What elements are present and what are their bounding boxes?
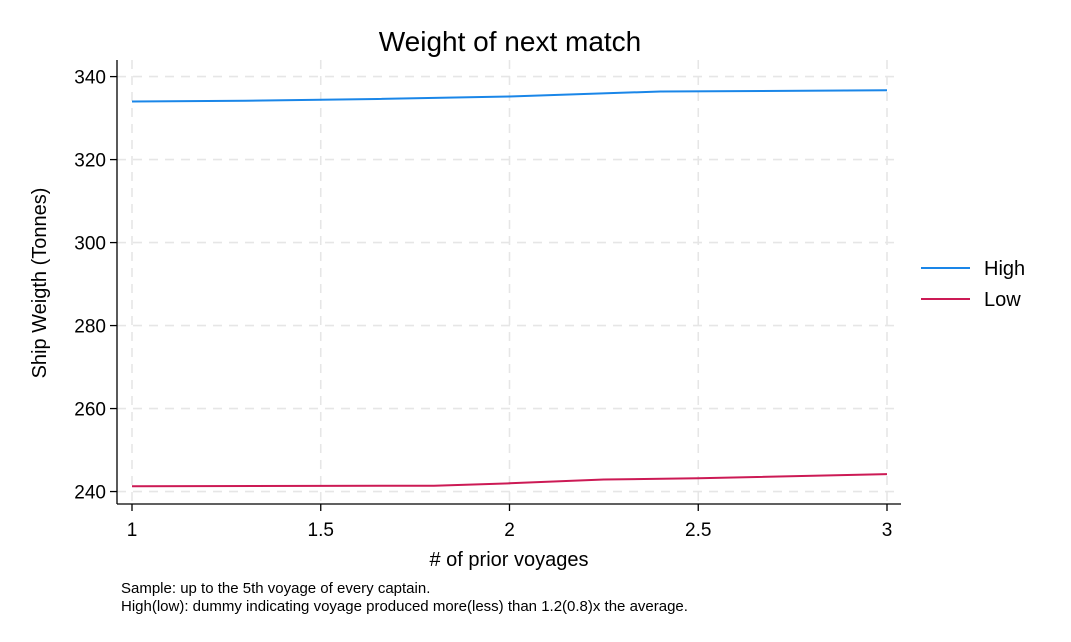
x-tick-label: 1.5 — [308, 520, 334, 541]
series-line-high — [131, 89, 888, 103]
x-tick-label: 2 — [504, 520, 515, 541]
x-axis-label: # of prior voyages — [430, 549, 589, 571]
legend-label-high: High — [984, 258, 1025, 280]
x-tick-label: 3 — [882, 520, 893, 541]
grid — [117, 60, 901, 504]
y-tick-label: 340 — [74, 68, 106, 89]
legend-label-low: Low — [984, 289, 1021, 311]
chart-title: Weight of next match — [379, 26, 642, 57]
plot-series — [131, 89, 888, 488]
x-tick-label: 2.5 — [685, 520, 711, 541]
y-tick-label: 260 — [74, 400, 106, 421]
y-tick-label: 280 — [74, 317, 106, 338]
y-axis-label: Ship Weigth (Tonnes) — [29, 188, 51, 379]
note-definition: High(low): dummy indicating voyage produ… — [121, 598, 688, 615]
series-line-low — [131, 473, 888, 488]
y-tick-label: 300 — [74, 234, 106, 255]
legend: High Low — [921, 258, 1025, 311]
y-tick-label: 320 — [74, 151, 106, 172]
x-tick-label: 1 — [127, 520, 138, 541]
note-sample: Sample: up to the 5th voyage of every ca… — [121, 580, 430, 597]
axis-ticks: 240 260 280 300 320 340 1 1.5 2 2.5 3 — [74, 68, 892, 541]
y-tick-label: 240 — [74, 483, 106, 504]
